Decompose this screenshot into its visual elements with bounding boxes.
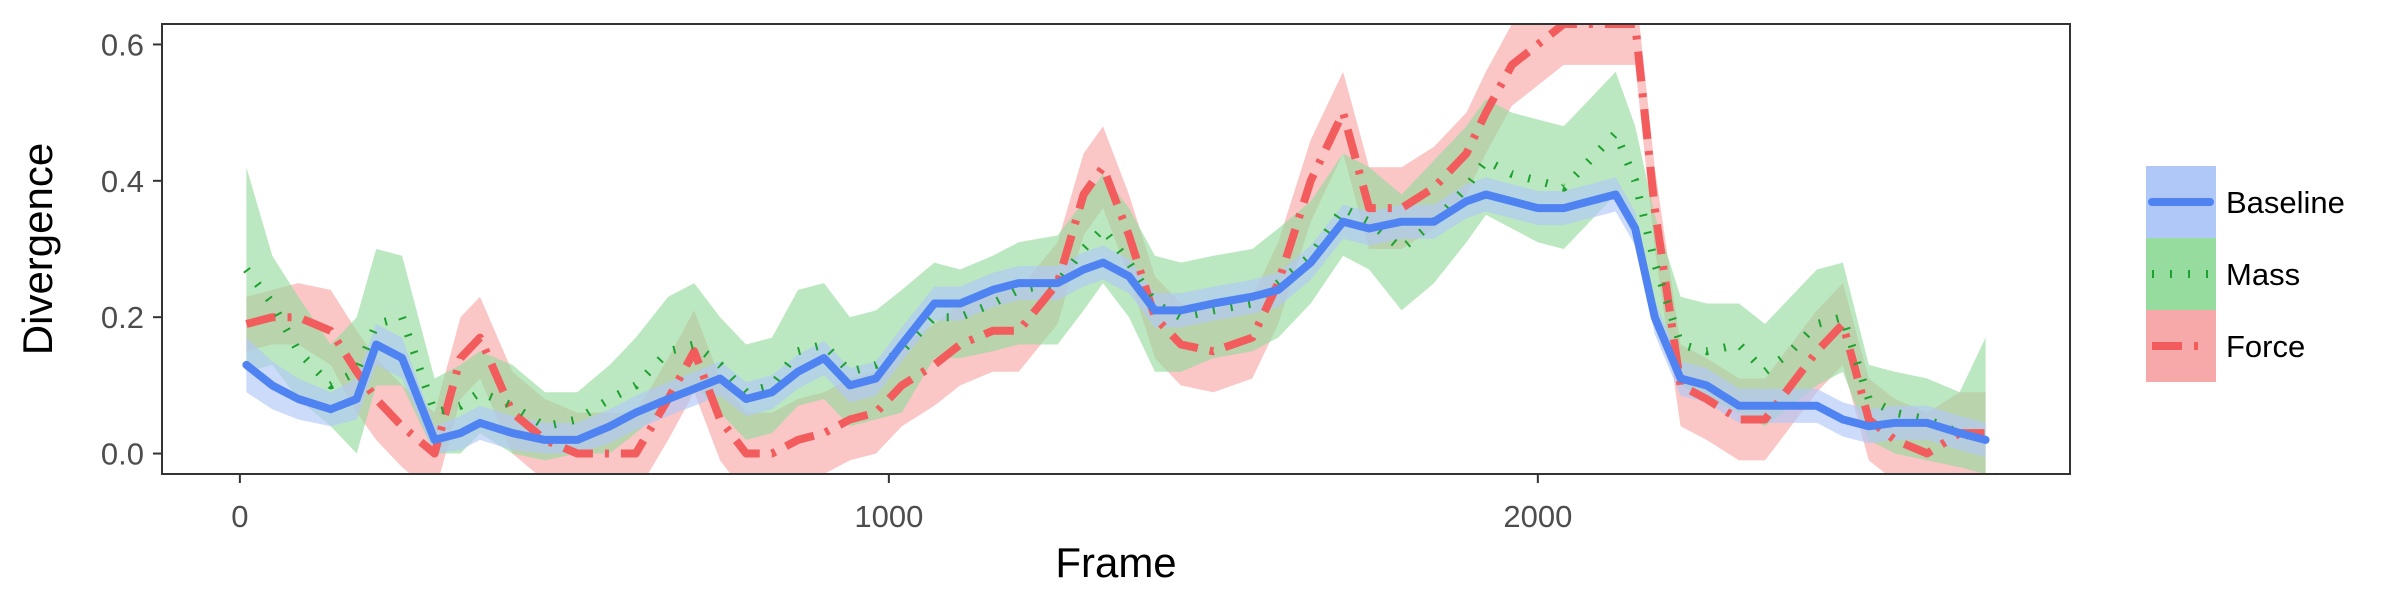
mass-legend-label: Mass [2226,257,2300,292]
mass-legend-key [2146,238,2216,310]
plot-panel-border [161,23,2071,475]
y-tick-label: 0.6 [101,27,144,62]
series-lines [242,24,1990,458]
baseline-legend-label: Baseline [2226,185,2345,220]
y-tick-label: 0.0 [101,437,144,472]
baseline-line [242,190,1990,444]
x-tick-label: 2000 [1503,499,1572,534]
y-axis: 0.0 0.2 0.4 0.6 [101,27,162,472]
force-line [245,24,1986,458]
baseline-confidence-band [246,177,1986,457]
y-tick-label: 0.2 [101,300,144,335]
force-legend-label: Force [2226,329,2305,364]
y-tick-label: 0.4 [101,164,144,199]
x-tick-label: 0 [231,499,248,534]
x-axis-title: Frame [1055,539,1176,586]
legend: Baseline Mass Force [2146,166,2345,382]
x-axis: 0 1000 2000 [231,474,1572,534]
x-tick-label: 1000 [854,499,923,534]
y-axis-title: Divergence [14,143,61,355]
